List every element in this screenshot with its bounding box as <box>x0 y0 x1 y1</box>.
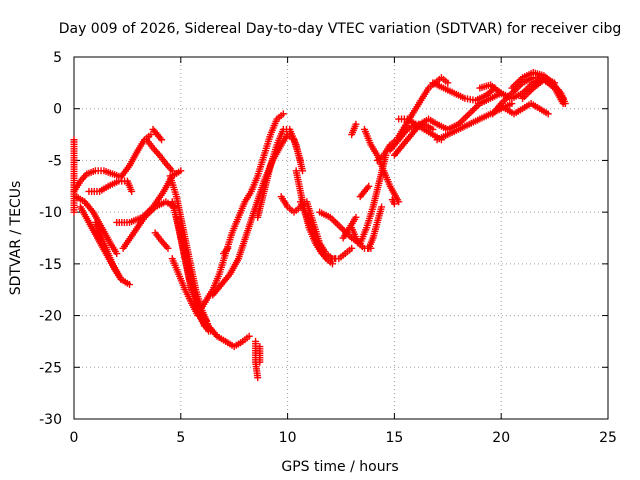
data-point <box>113 250 121 258</box>
data-point <box>352 213 360 221</box>
y-tick-label: -10 <box>39 205 62 221</box>
data-series <box>220 244 232 258</box>
x-tick-label: 20 <box>492 430 510 446</box>
data-series <box>501 100 552 118</box>
data-point <box>224 244 232 252</box>
data-series <box>252 337 262 382</box>
data-point <box>444 79 452 87</box>
data-point <box>177 167 185 175</box>
data-series <box>356 182 373 201</box>
data-series <box>519 76 567 102</box>
y-axis-label: SDTVAR / TECUs <box>8 181 24 296</box>
x-axis-label: GPS time / hours <box>281 459 398 475</box>
x-tick-label: 5 <box>176 430 185 446</box>
data-point <box>128 187 136 195</box>
x-tick-label: 10 <box>279 430 297 446</box>
data-point <box>348 244 356 252</box>
data-series <box>91 218 134 289</box>
data-point <box>279 110 287 118</box>
y-tick-label: -20 <box>39 309 62 325</box>
y-tick-label: 5 <box>53 50 62 66</box>
data-point <box>205 327 213 335</box>
data-point <box>352 120 360 128</box>
data-series <box>348 120 360 139</box>
data-point <box>168 167 176 175</box>
data-series <box>429 79 499 104</box>
data-series <box>296 198 336 268</box>
data-point <box>256 358 264 366</box>
data-point <box>365 182 373 190</box>
data-series <box>151 229 172 252</box>
data-series <box>433 100 516 144</box>
data-series <box>388 196 398 208</box>
axis-ticks: 0 5 10 15 20 25 -30 -25 -20 -15 -10 -5 0 5 <box>39 50 617 446</box>
data-series <box>356 151 390 247</box>
y-tick-label: -25 <box>39 360 62 376</box>
data-point <box>559 94 567 102</box>
data-series <box>390 89 505 159</box>
data-point <box>194 312 202 320</box>
data-series <box>292 167 339 263</box>
data-series <box>70 136 78 216</box>
y-tick-label: -5 <box>48 153 62 169</box>
data-point <box>147 131 155 139</box>
chart-title: Day 009 of 2026, Sidereal Day-to-day VTE… <box>59 21 622 37</box>
data-point <box>544 110 552 118</box>
x-tick-label: 25 <box>599 430 617 446</box>
data-series <box>168 255 202 320</box>
x-tick-label: 0 <box>70 430 79 446</box>
data-series <box>143 136 176 175</box>
data-point <box>561 100 569 108</box>
data-point <box>164 244 172 252</box>
data-points <box>70 69 569 382</box>
data-point <box>331 255 339 263</box>
data-series <box>254 125 307 221</box>
data-series <box>256 343 264 366</box>
data-point <box>254 374 262 382</box>
data-point <box>245 332 253 340</box>
data-series <box>119 198 178 252</box>
data-point <box>158 136 166 144</box>
data-series <box>360 125 403 206</box>
y-tick-label: 0 <box>53 102 62 118</box>
data-series <box>149 125 166 144</box>
data-point <box>378 203 386 211</box>
y-tick-label: -30 <box>39 412 62 428</box>
plot-frame <box>73 56 609 420</box>
data-point <box>126 281 134 289</box>
data-series <box>177 224 210 325</box>
data-point <box>328 260 336 268</box>
data-point <box>390 200 398 208</box>
y-tick-label: -15 <box>39 257 62 273</box>
data-point <box>202 317 210 325</box>
data-point <box>299 167 307 175</box>
data-point <box>70 208 78 216</box>
data-series <box>85 177 136 195</box>
data-series <box>365 203 386 252</box>
x-tick-label: 15 <box>385 430 403 446</box>
